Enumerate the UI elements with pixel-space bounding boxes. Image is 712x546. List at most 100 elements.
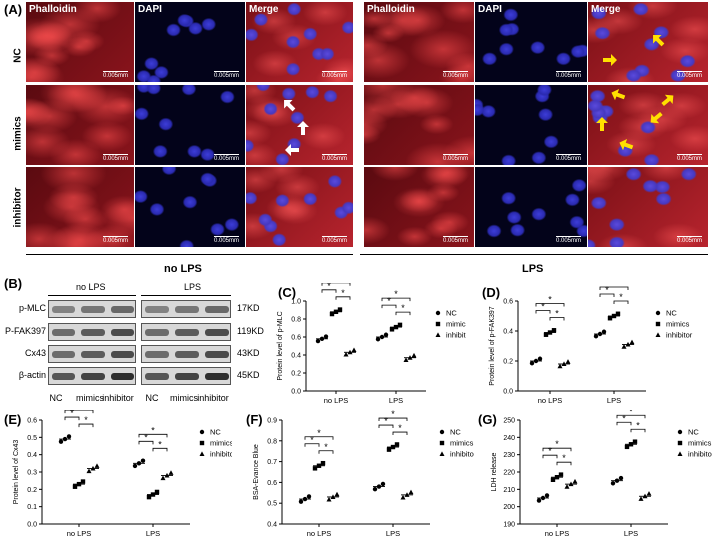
y-tick-label: 0.5 [27, 435, 37, 442]
x-tick-label: LPS [386, 529, 400, 538]
legend-marker [655, 310, 661, 316]
point-NC [383, 332, 389, 337]
scale-bar: 0.005mm [555, 73, 581, 79]
significance-bracket [78, 423, 94, 428]
blot-band [145, 329, 169, 336]
scale-bar: 0.005mm [676, 156, 702, 162]
significance-star: * [605, 285, 609, 295]
scale-bar: 0.005mm [321, 73, 347, 79]
panel-label: (F) [246, 412, 263, 427]
arrow-icon [611, 89, 626, 101]
point-NC [306, 494, 312, 499]
y-tick-label: 0.2 [291, 371, 301, 378]
legend-marker [655, 321, 661, 327]
legend-marker [435, 310, 441, 316]
micrograph-nolps-nc-dapi: DAPI 0.005mm [135, 2, 245, 82]
micrograph-nolps-inhibitor-phal: 0.005mm [26, 167, 134, 247]
legend-marker [677, 429, 683, 435]
arrow-icon [653, 35, 665, 47]
blot-lane-label: mimics [170, 393, 198, 403]
blot-lane-label: NC [49, 393, 63, 403]
point-inhibitor [629, 339, 635, 345]
y-tick-label: 0.6 [267, 480, 277, 487]
significance-bracket [549, 317, 565, 321]
significance-star: * [144, 432, 148, 442]
blot-protein-label: p-MLC [18, 303, 46, 313]
channel-label: Phalloidin [29, 4, 77, 15]
blot-band [52, 329, 76, 336]
significance-star: * [387, 296, 391, 306]
channel-label: DAPI [138, 4, 162, 15]
blot-lane-label: inhibitor [102, 393, 134, 403]
scale-bar: 0.005mm [213, 238, 239, 244]
y-tick-label: 220 [503, 470, 515, 477]
row-label-inhibitor: inhibitor [12, 187, 24, 228]
blot-band [110, 306, 134, 313]
x-tick-label: no LPS [538, 396, 563, 405]
significance-bracket [378, 417, 408, 422]
significance-bracket [64, 410, 94, 414]
legend-marker [439, 440, 445, 446]
blot-group-line-nolps [48, 295, 136, 296]
y-tick-label: 200 [503, 504, 515, 511]
blot-band [81, 306, 105, 313]
point-NC [618, 475, 624, 481]
legend-label: NC [446, 309, 457, 318]
significance-bracket [613, 300, 629, 304]
point-mimics [146, 494, 152, 500]
point-mimics [607, 316, 613, 321]
significance-bracket [392, 431, 408, 436]
point-NC [380, 481, 386, 487]
point-inhibitor [168, 470, 174, 475]
legend-label: mimics [446, 320, 466, 329]
significance-bracket [304, 443, 320, 447]
point-mimics [72, 484, 78, 489]
point-inhibitor [408, 489, 414, 495]
blot-band [52, 306, 76, 313]
channel-label: Merge [249, 4, 279, 15]
point-mimics [337, 307, 343, 312]
y-tick-label: 0.0 [503, 389, 513, 396]
point-NC [323, 334, 329, 339]
significance-star: * [391, 410, 395, 419]
panel-label-b: (B) [4, 276, 23, 291]
group-label-lps: LPS [522, 263, 544, 275]
significance-bracket [138, 440, 154, 445]
blot-band [205, 351, 229, 358]
blot-band [110, 373, 134, 380]
x-tick-label: LPS [389, 396, 403, 405]
significance-star: * [548, 295, 552, 305]
significance-star: * [341, 288, 345, 298]
y-tick-label: 0.4 [503, 329, 513, 336]
significance-bracket [542, 447, 572, 452]
blot-band [145, 373, 169, 380]
scale-bar: 0.005mm [442, 156, 468, 162]
blot-protein-label: P-FAK397 [4, 326, 46, 336]
legend-label: NC [210, 428, 221, 437]
significance-star: * [398, 423, 402, 433]
micrograph-nolps-inhibitor-merge: 0.005mm [246, 167, 353, 247]
point-inhibitor [403, 357, 409, 362]
micrograph-nolps-mimics-dapi: 0.005mm [135, 85, 245, 165]
blot-lane-label: mimics [76, 393, 104, 403]
legend-label: mimics [666, 320, 690, 329]
scale-bar: 0.005mm [555, 238, 581, 244]
blot-size-label: 119KD [237, 326, 264, 336]
legend-label: inhibitor [450, 450, 474, 459]
legend-label: mimics [688, 439, 712, 448]
arrow-icon [285, 144, 299, 156]
y-tick-label: 230 [503, 452, 515, 459]
point-mimics [386, 447, 392, 452]
scale-bar: 0.005mm [676, 73, 702, 79]
blot-band [81, 329, 105, 336]
y-tick-label: 0.3 [27, 470, 37, 477]
legend-marker [199, 440, 205, 446]
significance-bracket [335, 296, 351, 300]
point-NC [372, 486, 378, 492]
arrow-icon [596, 117, 608, 131]
arrow-icon [619, 139, 634, 151]
blot-band [81, 373, 105, 380]
blot-band [110, 351, 134, 358]
scale-bar: 0.005mm [213, 156, 239, 162]
blot-strip [48, 300, 136, 318]
